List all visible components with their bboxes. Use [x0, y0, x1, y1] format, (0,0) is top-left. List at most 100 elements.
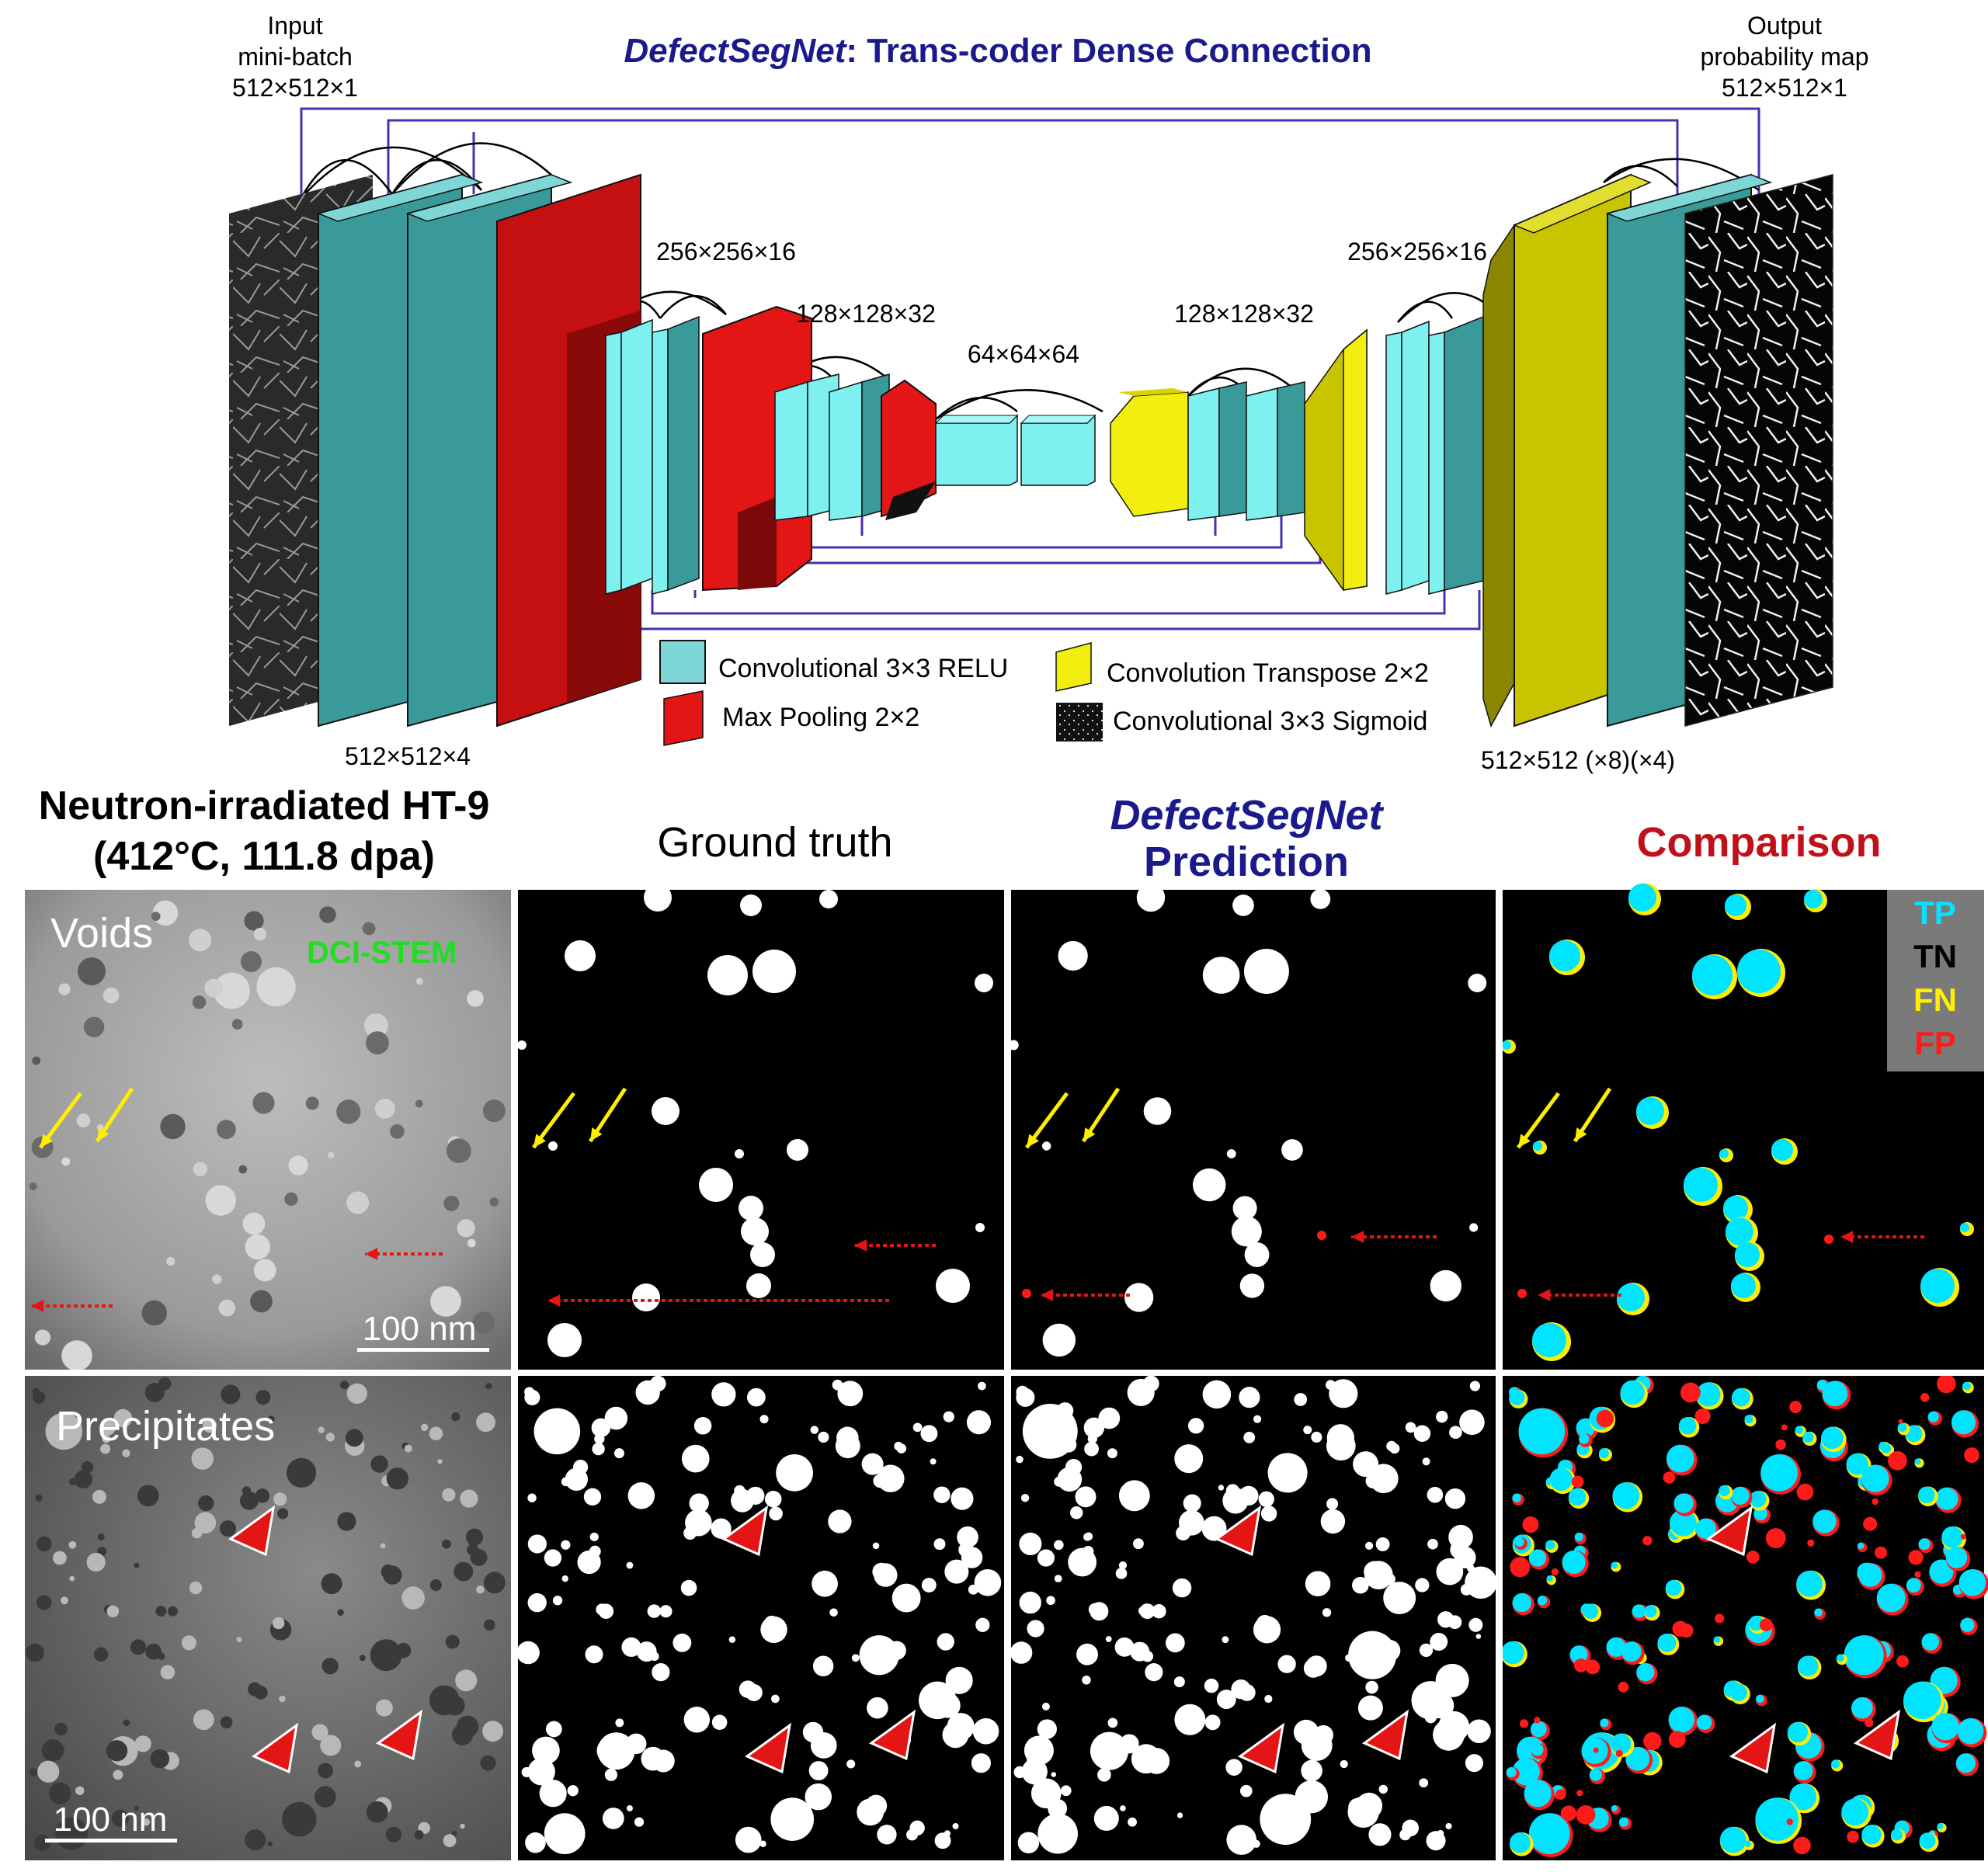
red-arrow-head	[365, 1248, 378, 1260]
fp-blob	[1216, 1690, 1236, 1710]
precipitate-blob	[1348, 1631, 1397, 1679]
yellow-arrow-head	[533, 1134, 546, 1148]
stem-particle	[451, 1831, 457, 1836]
tp-blob	[1804, 890, 1823, 908]
void-blob	[740, 894, 762, 916]
fp-blob	[1789, 1401, 1802, 1414]
precipitate-blob	[596, 1737, 624, 1764]
precipitate-blob	[874, 1563, 898, 1587]
precipitate-blob	[626, 1561, 634, 1569]
fp-blob	[1317, 1231, 1326, 1240]
tp-blob	[1678, 1416, 1697, 1435]
precipitate-blob	[1260, 1506, 1277, 1522]
precipitate-blob	[544, 1813, 586, 1854]
tp-blob	[1579, 1433, 1590, 1444]
conv-block	[1187, 387, 1220, 521]
stem-particle	[61, 1340, 92, 1371]
stem-particle	[253, 1259, 276, 1282]
stem-particle	[467, 1238, 476, 1248]
stem-particle	[86, 1552, 106, 1572]
void-blob	[752, 950, 796, 993]
stem-particle	[130, 1639, 147, 1655]
precipitate-blob	[1152, 1604, 1166, 1619]
fp-blob	[1105, 1636, 1112, 1642]
yellow-arrow-head	[1027, 1134, 1039, 1148]
fp-blob	[1243, 1431, 1256, 1443]
red-triangle-marker	[1238, 1722, 1285, 1774]
svg-text:512×512×1: 512×512×1	[1722, 74, 1847, 102]
fp-blob	[1236, 1488, 1242, 1494]
precipitate-blob	[1427, 1538, 1438, 1550]
red-triangle-marker	[869, 1709, 916, 1761]
stem-particle	[35, 1494, 43, 1502]
max-pool-block	[881, 379, 937, 518]
void-blob	[1124, 1283, 1154, 1312]
stem-particle	[37, 1760, 60, 1783]
tp-blob	[1673, 1493, 1694, 1513]
precipitate-blob	[1172, 1578, 1192, 1598]
precipitate-blob	[978, 1381, 986, 1391]
tp-blob	[1903, 1681, 1941, 1720]
fp-blob	[1875, 1546, 1887, 1559]
stem-particle	[160, 1665, 176, 1679]
precipitate-blob	[1293, 1719, 1319, 1745]
tp-blob	[1719, 1149, 1729, 1158]
void-blob	[644, 884, 672, 912]
precipitate-blob	[1118, 1480, 1150, 1512]
column-comparison: Comparison	[1636, 819, 1881, 866]
tp-blob	[1537, 1596, 1548, 1606]
precipitate-blob	[877, 1825, 897, 1845]
stem-particle	[203, 1419, 217, 1433]
precipitate-blob	[1413, 1425, 1431, 1442]
precipitate-blob	[1127, 1378, 1155, 1407]
tp-blob	[1545, 1540, 1555, 1550]
fp-blob	[1375, 1537, 1390, 1551]
tp-blob	[1692, 955, 1733, 995]
precipitate-blob	[1019, 1591, 1041, 1614]
tp-blob	[1737, 950, 1781, 993]
fp-blob	[1920, 1393, 1930, 1402]
precipitate-blob	[961, 1547, 983, 1568]
void-blob	[1136, 883, 1166, 912]
stem-particle	[414, 1829, 424, 1839]
fp-blob	[1824, 1235, 1833, 1244]
tp-blob	[1518, 1408, 1566, 1455]
fp-blob	[1663, 1471, 1676, 1484]
fp-blob	[1781, 1424, 1788, 1431]
tp-blob	[1844, 1635, 1884, 1676]
stem-particle	[151, 912, 161, 922]
fp-blob	[1672, 1620, 1688, 1637]
stem-particle	[320, 1735, 342, 1756]
fp-blob	[1132, 1538, 1144, 1550]
stem-particle	[141, 1300, 167, 1326]
red-triangle-marker	[1215, 1505, 1262, 1557]
conv-block	[829, 380, 863, 521]
precipitate-blob	[1087, 1434, 1097, 1444]
precipitate-blob	[1118, 1561, 1128, 1570]
precipitate-blob	[1399, 1829, 1411, 1841]
fp-blob	[1618, 1681, 1629, 1693]
red-triangle-marker	[1854, 1709, 1901, 1761]
fp-blob	[1173, 1676, 1185, 1688]
fp-blob	[1534, 1717, 1541, 1724]
precipitate-blob	[1037, 1719, 1057, 1739]
precipitate-blob	[565, 1467, 589, 1491]
precipitate-blob	[1107, 1448, 1117, 1459]
fp-blob	[1061, 1436, 1077, 1453]
stem-particle	[375, 1699, 393, 1717]
tp-blob	[1530, 1721, 1547, 1738]
stem-particle	[165, 1256, 176, 1266]
layer-legend: Convolutional 3×3 RELU Max Pooling 2×2 C…	[659, 640, 1429, 746]
stem-particle	[340, 1381, 349, 1390]
precipitate-blob	[711, 1518, 732, 1539]
void-blob	[739, 1196, 763, 1221]
stem-particle	[346, 1191, 370, 1214]
svg-text:100 nm: 100 nm	[54, 1801, 168, 1839]
stem-particle	[429, 1426, 443, 1441]
tp-blob	[1501, 1641, 1524, 1665]
precipitate-blob	[1083, 1417, 1105, 1439]
precipitate-blob	[527, 1493, 537, 1502]
precipitate-blob	[851, 1654, 860, 1662]
stem-particle	[193, 1162, 208, 1177]
